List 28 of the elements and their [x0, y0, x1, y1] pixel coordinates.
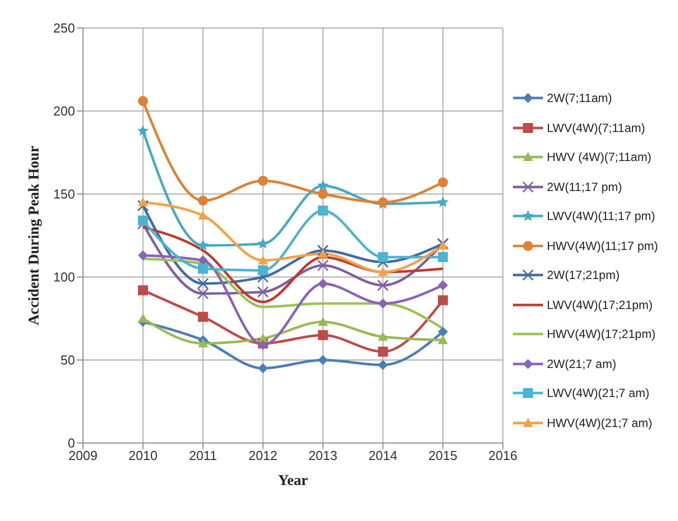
- legend-label: 2W(21;7 am): [546, 356, 616, 371]
- y-tick-label: 100: [53, 270, 75, 285]
- y-tick-label: 50: [60, 352, 75, 368]
- legend-label: 2W(17;21pm): [546, 268, 620, 282]
- x-tick-label: 2016: [488, 448, 518, 464]
- x-axis-title: Year: [278, 473, 308, 489]
- legend-label: HWV(4W)(17;21pm): [546, 327, 656, 342]
- legend-label: 2W(11;17 pm): [546, 180, 622, 194]
- legend-label: HWV (4W)(7;11am): [546, 150, 652, 164]
- y-axis-title: Accident During Peak Hour: [26, 145, 42, 326]
- x-tick-label: 2015: [428, 448, 458, 464]
- x-tick-label: 2012: [248, 448, 278, 464]
- x-tick-label: 2009: [68, 448, 98, 464]
- y-tick-label: 0: [68, 436, 75, 451]
- legend-label: LWV(4W)(21;7 am): [546, 386, 650, 400]
- y-tick-label: 250: [53, 20, 75, 36]
- x-tick-label: 2014: [368, 448, 398, 464]
- legend-label: 2W(7;11am): [546, 91, 612, 106]
- x-tick-label: 2010: [128, 448, 158, 464]
- legend-label: HWV(4W)(11;17 pm): [546, 238, 658, 253]
- x-tick-label: 2011: [188, 448, 217, 464]
- y-tick-label: 200: [53, 104, 75, 119]
- y-tick-label: 150: [53, 186, 75, 202]
- x-tick-label: 2013: [308, 448, 338, 464]
- legend-label: HWV(4W)(21;7 am): [546, 416, 652, 430]
- legend-label: LWV(4W)(7;11am): [546, 120, 646, 135]
- legend-label: LWV(4W)(11;17 pm): [546, 209, 656, 224]
- legend-label: LWV(4W)(17;21pm): [546, 298, 653, 312]
